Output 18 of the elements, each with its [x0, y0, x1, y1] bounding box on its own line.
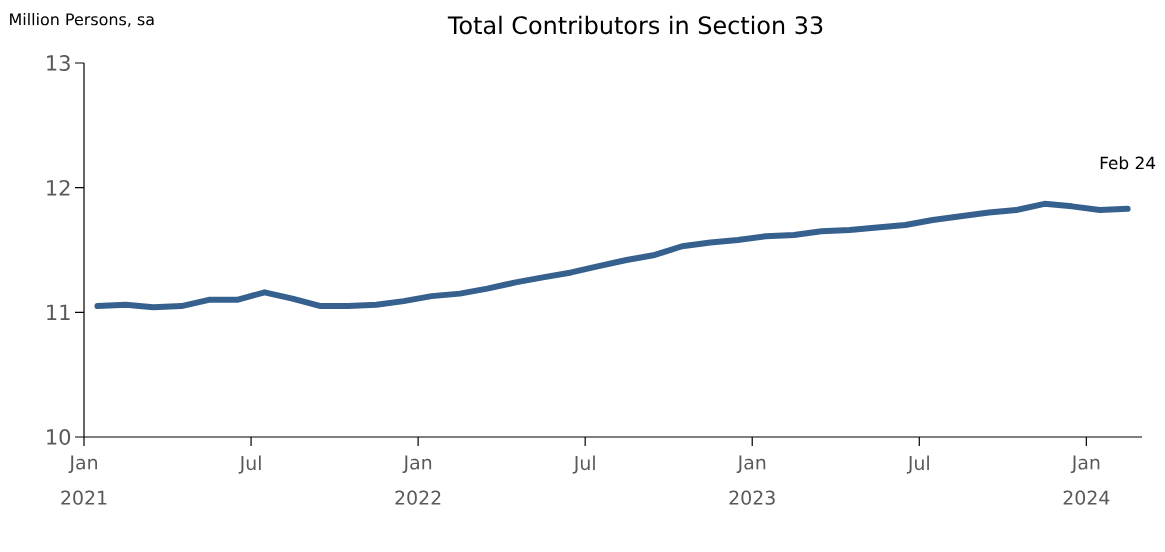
x2-tick-label: 2024 [1063, 490, 1110, 505]
y-tick-label: 11 [47, 304, 70, 320]
x2-tick-label: 2021 [61, 490, 107, 505]
x-tick-label: Jul [906, 455, 929, 474]
x-tick-label: Jul [572, 455, 595, 474]
x-tick-label: Jan [736, 455, 766, 474]
x2-tick-label: 2023 [729, 490, 775, 505]
x-tick-label: Jan [402, 455, 432, 474]
x-tick-label: Jul [238, 455, 261, 474]
y-tick-label: 12 [47, 179, 70, 196]
y-axis-title: Million Persons, sa [10, 13, 154, 27]
chart-title: Total Contributors in Section 33 [447, 15, 823, 35]
x-tick-label: Jan [1070, 455, 1100, 474]
y-tick-label: 10 [47, 429, 71, 445]
x2-tick-label: 2022 [395, 490, 441, 505]
annotation: Feb 24 [1100, 156, 1156, 170]
x-tick-label: Jan [68, 455, 97, 474]
y-tick-label: 13 [47, 55, 70, 71]
